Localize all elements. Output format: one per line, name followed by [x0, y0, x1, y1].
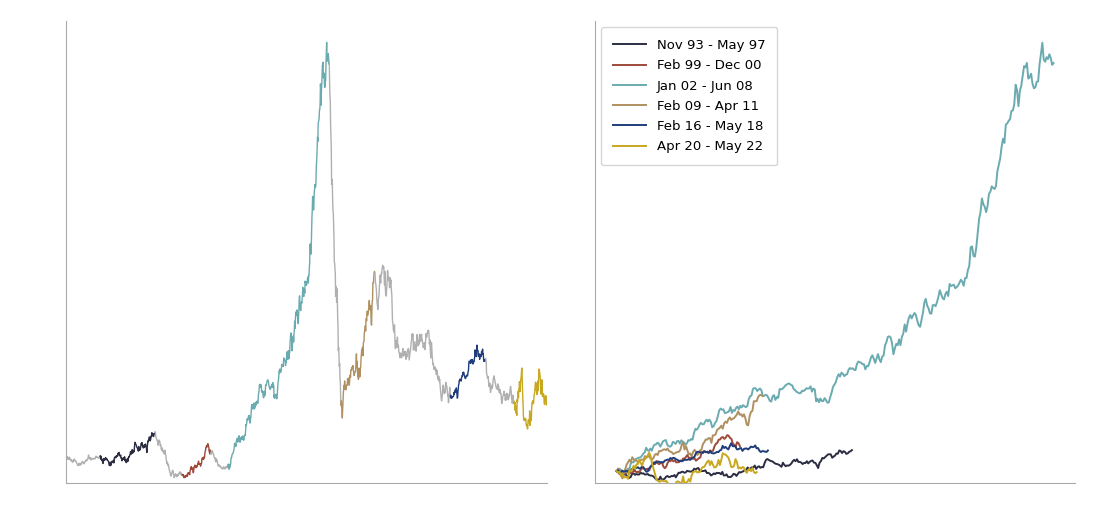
Apr 20 - May 22: [644, 453, 657, 460]
Apr 20 - May 22: [685, 472, 698, 479]
Feb 99 - Dec 00: [619, 471, 632, 477]
Jan 02 - Jun 08: [887, 351, 900, 357]
Jan 02 - Jun 08: [635, 452, 649, 458]
Feb 16 - May 18: [682, 456, 695, 462]
Feb 16 - May 18: [613, 469, 627, 475]
Jan 02 - Jun 08: [779, 382, 792, 389]
Feb 99 - Dec 00: [708, 444, 721, 450]
Feb 99 - Dec 00: [673, 459, 686, 465]
Feb 16 - May 18: [743, 445, 757, 451]
Feb 16 - May 18: [635, 463, 649, 469]
Feb 09 - Apr 11: [751, 394, 764, 400]
Feb 99 - Dec 00: [645, 463, 658, 469]
Feb 09 - Apr 11: [649, 452, 662, 458]
Nov 93 - May 97: [654, 473, 667, 480]
Line: Nov 93 - May 97: Nov 93 - May 97: [617, 450, 852, 480]
Feb 99 - Dec 00: [646, 460, 660, 466]
Feb 09 - Apr 11: [756, 393, 769, 399]
Apr 20 - May 22: [666, 483, 679, 489]
Feb 16 - May 18: [610, 468, 623, 474]
Feb 16 - May 18: [746, 444, 759, 450]
Apr 20 - May 22: [696, 464, 709, 470]
Line: Feb 16 - May 18: Feb 16 - May 18: [617, 443, 768, 472]
Feb 09 - Apr 11: [684, 450, 697, 456]
Line: Jan 02 - Jun 08: Jan 02 - Jun 08: [617, 43, 1053, 474]
Jan 02 - Jun 08: [717, 406, 730, 412]
Feb 16 - May 18: [733, 446, 747, 452]
Feb 09 - Apr 11: [615, 475, 629, 482]
Jan 02 - Jun 08: [615, 471, 629, 477]
Line: Feb 99 - Dec 00: Feb 99 - Dec 00: [617, 435, 740, 474]
Nov 93 - May 97: [679, 469, 693, 475]
Feb 16 - May 18: [627, 467, 640, 473]
Feb 09 - Apr 11: [745, 409, 758, 415]
Feb 99 - Dec 00: [720, 432, 733, 438]
Feb 16 - May 18: [725, 440, 738, 446]
Line: Feb 09 - Apr 11: Feb 09 - Apr 11: [617, 395, 762, 479]
Nov 93 - May 97: [750, 466, 763, 472]
Feb 99 - Dec 00: [733, 443, 747, 449]
Nov 93 - May 97: [692, 465, 705, 471]
Feb 16 - May 18: [761, 447, 774, 453]
Jan 02 - Jun 08: [610, 468, 623, 474]
Nov 93 - May 97: [610, 468, 623, 474]
Apr 20 - May 22: [741, 467, 754, 473]
Feb 99 - Dec 00: [610, 468, 623, 474]
Feb 09 - Apr 11: [614, 471, 628, 478]
Feb 09 - Apr 11: [654, 448, 667, 454]
Nov 93 - May 97: [845, 447, 858, 453]
Nov 93 - May 97: [799, 460, 812, 466]
Apr 20 - May 22: [746, 465, 759, 471]
Line: Apr 20 - May 22: Apr 20 - May 22: [617, 453, 757, 486]
Feb 09 - Apr 11: [610, 468, 623, 474]
Feb 99 - Dec 00: [613, 468, 627, 474]
Jan 02 - Jun 08: [1047, 60, 1060, 66]
Jan 02 - Jun 08: [718, 410, 731, 416]
Nov 93 - May 97: [652, 476, 665, 483]
Feb 99 - Dec 00: [684, 455, 697, 461]
Feb 09 - Apr 11: [754, 392, 768, 398]
Legend: Nov 93 - May 97, Feb 99 - Dec 00, Jan 02 - Jun 08, Feb 09 - Apr 11, Feb 16 - May: Nov 93 - May 97, Feb 99 - Dec 00, Jan 02…: [601, 27, 778, 165]
Apr 20 - May 22: [643, 450, 656, 456]
Jan 02 - Jun 08: [847, 366, 860, 373]
Apr 20 - May 22: [750, 469, 763, 475]
Jan 02 - Jun 08: [1036, 40, 1049, 46]
Nov 93 - May 97: [746, 464, 759, 470]
Apr 20 - May 22: [636, 458, 650, 464]
Apr 20 - May 22: [610, 468, 623, 474]
